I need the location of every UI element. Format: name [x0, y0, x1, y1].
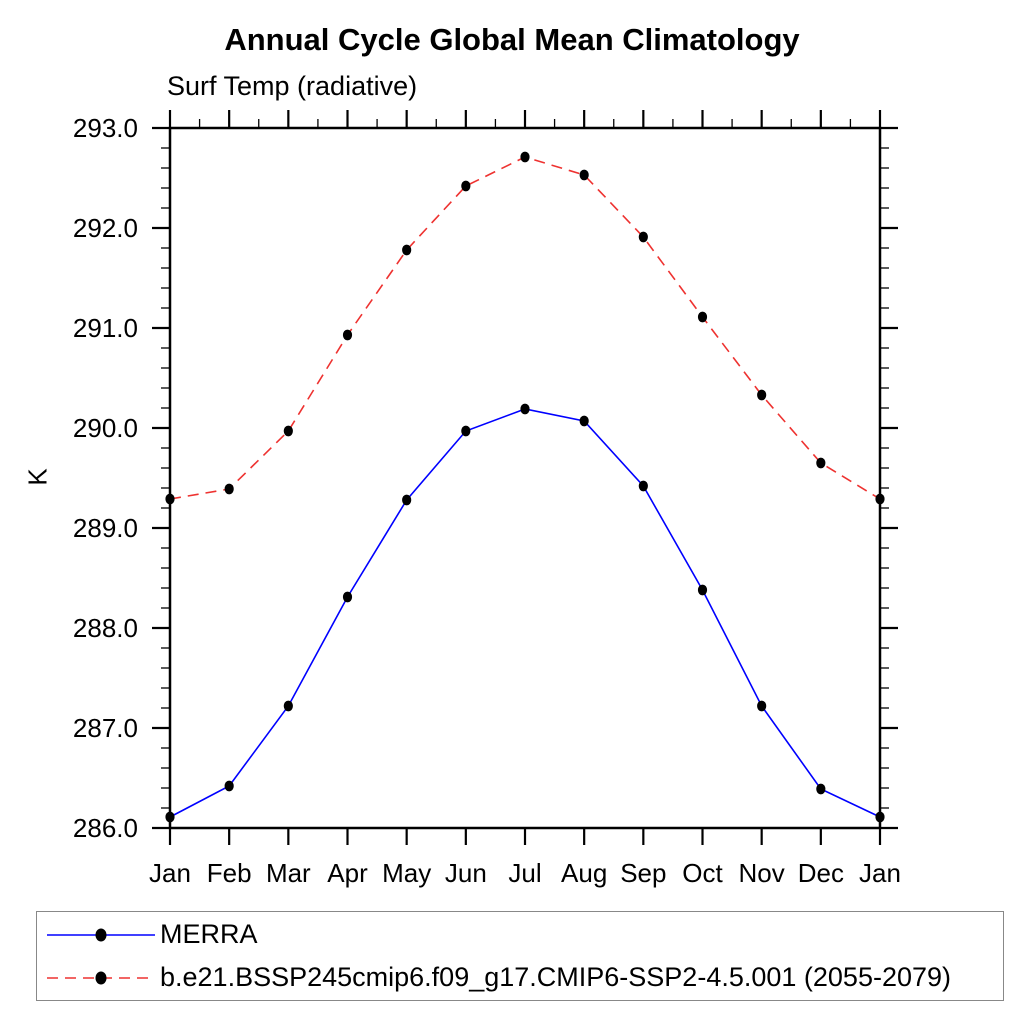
chart-subtitle: Surf Temp (radiative) [167, 71, 418, 101]
x-tick-label: Jan [859, 858, 901, 888]
x-tick-label: Aug [561, 858, 607, 888]
data-point-marker-series-0 [224, 780, 234, 792]
data-point-marker-series-1 [283, 425, 293, 437]
data-point-marker-series-0 [579, 415, 589, 427]
data-point-marker-series-1 [165, 493, 175, 505]
data-point-marker-series-1 [461, 180, 471, 192]
x-tick-label: Feb [207, 858, 252, 888]
y-tick-label: 289.0 [73, 513, 138, 543]
legend-label-model: b.e21.BSSP245cmip6.f09_g17.CMIP6-SSP2-4.… [160, 962, 952, 992]
data-point-marker-series-0 [283, 700, 293, 712]
y-tick-label: 290.0 [73, 413, 138, 443]
y-tick-label: 288.0 [73, 613, 138, 643]
x-tick-label: Dec [798, 858, 844, 888]
x-tick-label: Jun [445, 858, 487, 888]
data-point-marker-series-0 [816, 783, 826, 795]
data-point-marker-series-1 [638, 231, 648, 243]
y-tick-label: 287.0 [73, 713, 138, 743]
legend-marker-dot [95, 971, 107, 984]
data-point-marker-series-1 [816, 457, 826, 469]
x-tick-label: Jul [508, 858, 541, 888]
data-point-marker-series-0 [461, 425, 471, 437]
series-line-1 [169, 156, 881, 500]
series-line-0 [169, 408, 881, 818]
y-tick-label: 292.0 [73, 213, 138, 243]
data-point-marker-series-0 [638, 480, 648, 492]
data-point-marker-series-1 [697, 311, 708, 323]
x-tick-label: Oct [682, 858, 723, 888]
data-point-marker-series-1 [757, 389, 767, 401]
legend-label-merra: MERRA [160, 919, 258, 949]
data-point-marker-series-0 [875, 811, 885, 823]
data-point-marker-series-1 [579, 169, 589, 181]
x-tick-label: Nov [739, 858, 785, 888]
x-tick-label: Sep [620, 858, 666, 888]
y-tick-label: 286.0 [73, 813, 138, 843]
data-point-marker-series-0 [165, 811, 175, 823]
x-tick-label: May [382, 858, 431, 888]
legend: MERRA b.e21.BSSP245cmip6.f09_g17.CMIP6-S… [36, 911, 1004, 1001]
legend-marker-dot [95, 928, 107, 941]
data-point-marker-series-0 [520, 403, 530, 415]
x-tick-label: Jan [149, 858, 191, 888]
chart-title: Annual Cycle Global Mean Climatology [224, 22, 800, 57]
x-tick-label: Apr [327, 858, 368, 888]
data-point-marker-series-0 [697, 584, 708, 596]
legend-item-model: b.e21.BSSP245cmip6.f09_g17.CMIP6-SSP2-4.… [45, 959, 1003, 997]
data-point-marker-series-1 [342, 329, 353, 341]
data-point-marker-series-0 [757, 700, 767, 712]
legend-item-merra: MERRA [45, 916, 1003, 954]
data-point-marker-series-1 [520, 151, 530, 163]
y-tick-label: 293.0 [73, 113, 138, 143]
legend-sample-model [47, 971, 155, 984]
legend-sample-merra [47, 928, 155, 941]
data-point-marker-series-1 [402, 244, 412, 256]
data-point-marker-series-0 [402, 494, 412, 506]
data-point-marker-series-1 [224, 483, 234, 495]
data-point-marker-series-0 [342, 591, 353, 603]
x-tick-label: Mar [266, 858, 311, 888]
y-tick-label: 291.0 [73, 313, 138, 343]
data-point-marker-series-1 [875, 493, 885, 505]
